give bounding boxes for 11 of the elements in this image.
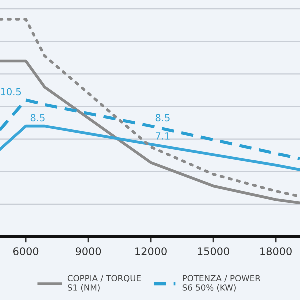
data-label: 7.1 xyxy=(156,132,170,140)
data-label: 8.5 xyxy=(30,114,45,122)
x-tick-label: 9000 xyxy=(76,248,102,256)
legend-label: POTENZA / POWER S6 50% (KW) xyxy=(182,275,261,292)
data-label: 8.5 xyxy=(156,114,170,122)
x-tick-label: 12000 xyxy=(136,248,167,256)
x-tick-label: 18000 xyxy=(260,248,292,256)
x-tick-label: 6000 xyxy=(14,248,39,256)
legend-label: COPPIA / TORQUE S1 (NM) xyxy=(68,275,141,292)
x-tick-label: 15000 xyxy=(198,248,230,256)
data-label: 10.5 xyxy=(1,88,22,96)
